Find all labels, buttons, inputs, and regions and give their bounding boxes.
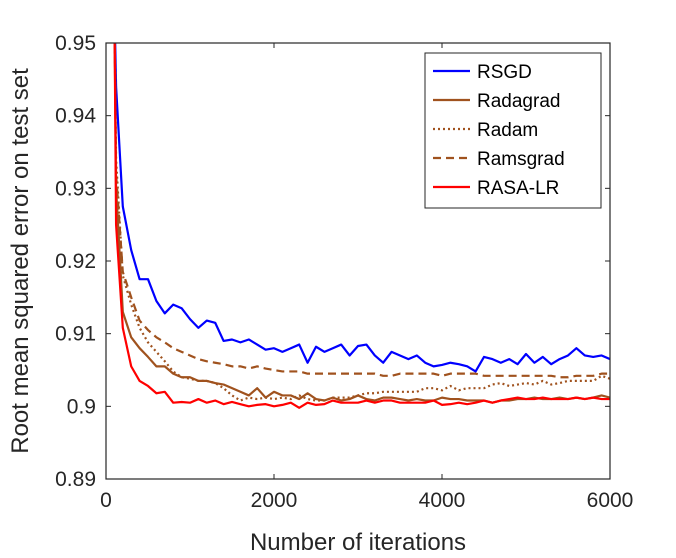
y-tick-label: 0.94 (55, 105, 96, 128)
y-axis-title: Root mean squared error on test set (7, 68, 34, 454)
x-tick-label: 6000 (587, 489, 634, 512)
y-tick-label: 0.91 (55, 323, 96, 346)
x-tick-label: 2000 (251, 489, 298, 512)
y-tick-label: 0.92 (55, 250, 96, 273)
y-tick-label: 0.95 (55, 32, 96, 55)
series-line-rasa-lr (113, 43, 610, 409)
series-line-rsgd (114, 43, 610, 373)
series-layer (113, 43, 610, 409)
x-axis-title: Number of iterations (250, 529, 466, 556)
legend-label: RASA-LR (477, 178, 559, 199)
axes (105, 42, 611, 480)
y-tick-label: 0.93 (55, 177, 96, 200)
x-tick-label: 4000 (419, 489, 466, 512)
x-tick-label: 0 (100, 489, 112, 512)
legend-label: Radam (477, 120, 538, 141)
legend-box (424, 52, 602, 209)
legend-label: Radagrad (477, 91, 560, 112)
legend: RSGD Radagrad Radam Ramsgrad RASA-LR (424, 52, 602, 209)
series-line-ramsgrad (113, 43, 610, 379)
y-tick-label: 0.9 (67, 395, 96, 418)
y-tick-label: 0.89 (55, 468, 96, 491)
legend-label: Ramsgrad (477, 149, 565, 170)
tick-labels: 0 2000 4000 6000 0.89 0.9 0.91 0.92 0.93 0.94 0.95 (55, 32, 633, 512)
legend-label: RSGD (477, 62, 532, 83)
series-line-radam (113, 43, 610, 402)
